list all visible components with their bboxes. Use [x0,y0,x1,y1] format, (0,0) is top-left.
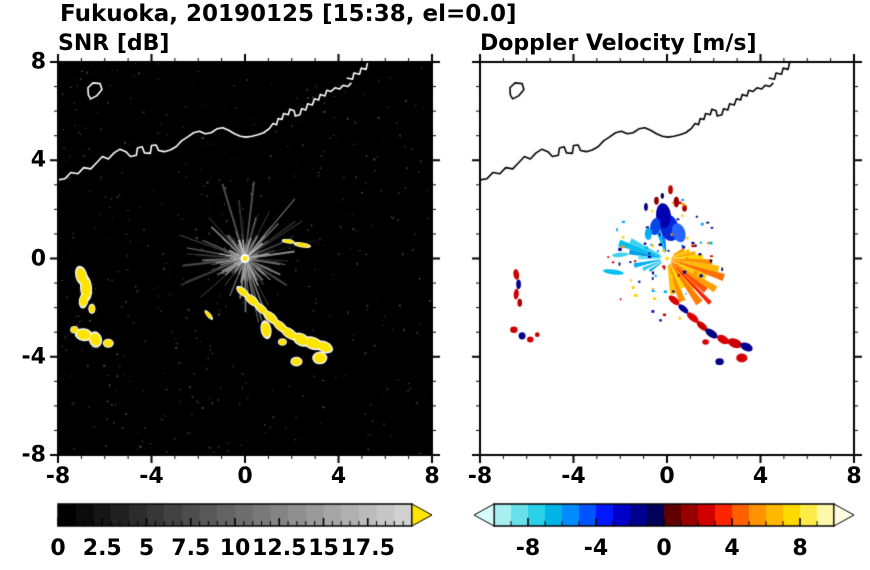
figure-container: Fukuoka, 20190125 [15:38, el=0.0] SNR [d… [0,0,870,570]
radar-plots-canvas [0,0,870,570]
